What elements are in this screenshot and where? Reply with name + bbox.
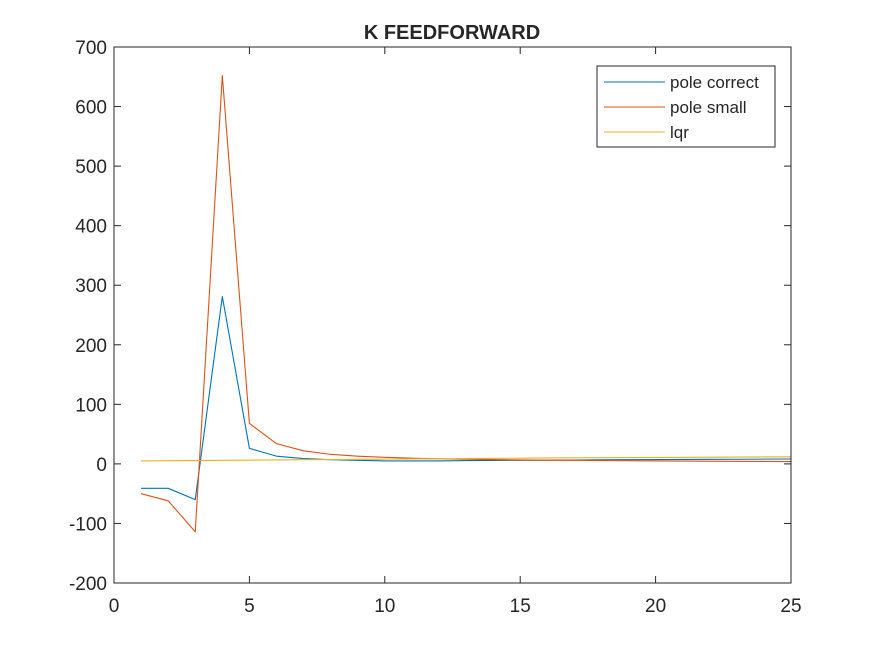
series-layer [140,75,792,533]
y-tick-label: 400 [75,217,107,238]
axes-box [113,46,792,584]
y-tick-label: 300 [75,276,107,297]
y-tick-label: 600 [75,98,107,119]
y-tick-label: 0 [96,455,107,476]
series-line-pole-small [140,75,792,533]
legend-label: lqr [670,123,689,142]
legend-label: pole correct [670,73,759,92]
chart-title: K FEEDFORWARD [364,22,540,44]
x-tick-label: 0 [109,596,120,617]
y-tick-label: -200 [69,574,107,595]
y-tick-label: 500 [75,157,107,178]
y-tick-label: 100 [75,395,107,416]
legend: pole correct pole small lqr [596,65,776,148]
x-tick-label: 5 [244,596,255,617]
x-tick-label: 15 [510,596,531,617]
y-tick-label: 200 [75,336,107,357]
y-tick-label: 700 [75,38,107,59]
axes-layer: 0 5 10 15 20 25 -200 -100 0 100 200 300 400 500 600 700 [69,38,802,617]
series-line-pole-correct [141,295,792,501]
x-tick-label: 20 [645,596,666,617]
series-line-lqr [141,456,792,462]
x-tick-label: 25 [780,596,801,617]
legend-label: pole small [670,98,747,117]
y-tick-label: -100 [69,514,107,535]
x-tick-label: 10 [374,596,395,617]
